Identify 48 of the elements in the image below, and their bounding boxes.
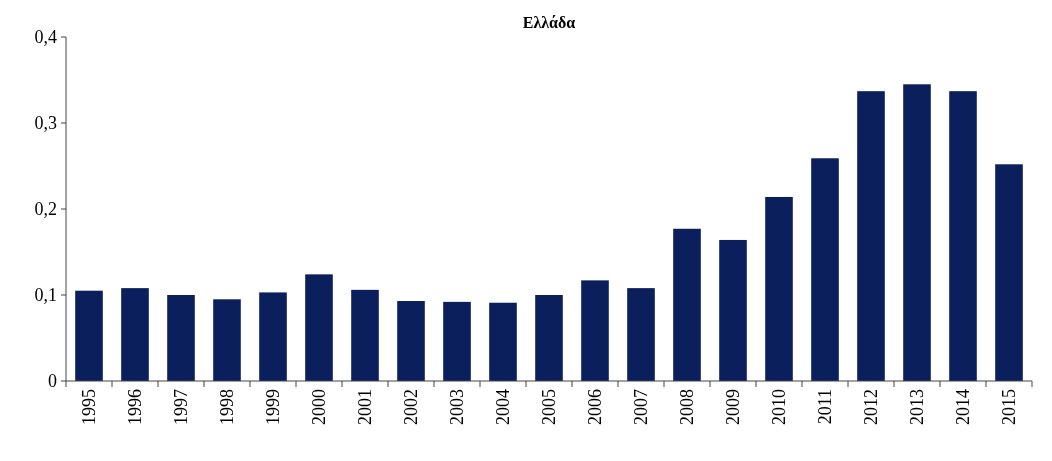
x-tick-label: 1998 xyxy=(217,389,238,425)
bar xyxy=(903,84,931,381)
bar xyxy=(995,164,1023,381)
x-tick-label: 2009 xyxy=(723,389,744,425)
x-tick-label: 2003 xyxy=(447,389,468,425)
bar xyxy=(75,290,103,381)
bar xyxy=(949,91,977,381)
bar xyxy=(673,228,701,381)
x-tick-label: 1996 xyxy=(125,389,146,425)
x-tick-label: 2013 xyxy=(907,389,928,425)
y-tick-label: 0 xyxy=(48,371,57,392)
bar xyxy=(857,91,885,381)
x-tick-label: 2012 xyxy=(861,389,882,425)
y-tick-label: 0,1 xyxy=(34,285,57,306)
bar xyxy=(627,288,655,381)
bar xyxy=(581,280,609,381)
x-tick-label: 2000 xyxy=(309,389,330,425)
x-tick-label: 2008 xyxy=(677,389,698,425)
bar xyxy=(719,239,747,381)
x-tick-label: 2010 xyxy=(769,389,790,425)
bar xyxy=(397,301,425,381)
x-tick-label: 2015 xyxy=(999,389,1020,425)
bar xyxy=(259,292,287,381)
bar xyxy=(213,299,241,381)
bar xyxy=(535,295,563,381)
bar xyxy=(489,302,517,381)
x-tick-label: 2007 xyxy=(631,389,652,425)
x-tick-label: 1997 xyxy=(171,389,192,425)
x-tick-label: 2005 xyxy=(539,389,560,425)
x-tick-label: 2006 xyxy=(585,389,606,425)
y-tick-label: 0,3 xyxy=(34,113,57,134)
chart-title: Ελλάδα xyxy=(522,14,576,31)
y-tick-label: 0,2 xyxy=(34,199,57,220)
x-tick-label: 2004 xyxy=(493,389,514,425)
bar xyxy=(121,288,149,381)
y-tick-label: 0,4 xyxy=(34,27,57,48)
bar xyxy=(443,301,471,381)
bar xyxy=(305,274,333,381)
x-tick-label: 2011 xyxy=(815,389,836,425)
x-tick-label: 1999 xyxy=(263,389,284,425)
bar xyxy=(351,289,379,381)
x-tick-label: 2014 xyxy=(953,389,974,425)
x-tick-label: 2001 xyxy=(355,389,376,425)
x-tick-label: 1995 xyxy=(79,389,100,425)
x-tick-label: 2002 xyxy=(401,389,422,425)
bar xyxy=(765,196,793,381)
bar xyxy=(167,295,195,381)
bar xyxy=(811,158,839,381)
